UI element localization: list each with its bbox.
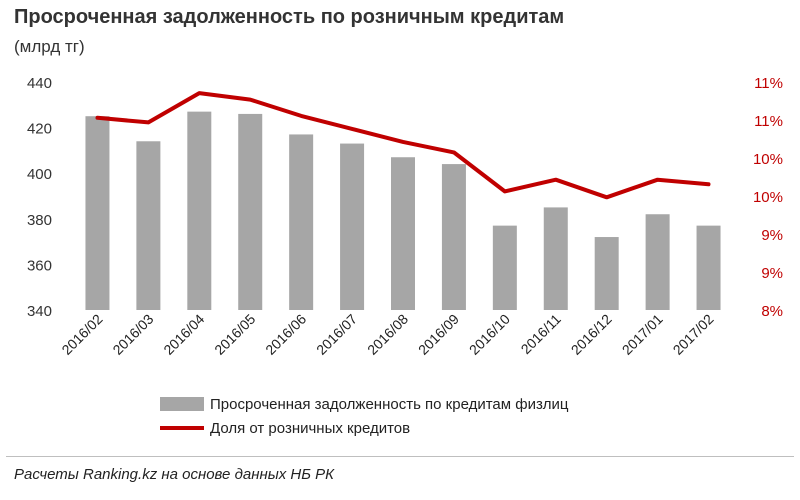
x-axis-tick-label: 2016/05 [211,311,258,358]
bar [85,116,110,310]
bar [136,141,161,310]
bar [645,214,670,310]
bar [543,207,568,310]
right-axis-tick-label: 9% [761,227,783,244]
legend-bar-label: Просроченная задолженность по кредитам ф… [210,395,569,413]
x-axis-tick-label: 2016/11 [518,311,565,358]
bar [289,134,314,310]
bar [441,164,466,310]
source-note: Расчеты Ranking.kz на основе данных НБ Р… [14,466,335,483]
bar [594,237,619,310]
bar [492,225,517,310]
bar [340,143,365,310]
x-axis-tick-label: 2016/09 [415,311,462,358]
right-axis-tick-label: 11% [754,113,783,130]
chart-area: 340 360 380 400 420 440 8% 9% 9% 10% 10% 11% 11% 20… [27,75,783,358]
right-axis-tick-label: 9% [761,265,783,282]
x-axis-tick-label: 2016/04 [160,311,207,358]
right-axis-tick-label: 8% [761,303,783,320]
x-axis-tick-label: 2017/01 [619,311,666,358]
x-axis-tick-label: 2016/10 [466,311,513,358]
legend-line-label: Доля от розничных кредитов [210,419,411,437]
right-axis-tick-label: 11% [754,75,783,92]
chart-subtitle: (млрд тг) [14,37,85,56]
right-axis-tick-label: 10% [753,151,783,168]
bar [238,113,263,310]
x-axis-tick-label: 2016/02 [58,311,105,358]
legend-item-bars: Просроченная задолженность по кредитам ф… [160,392,568,416]
legend-line-swatch [160,426,204,430]
bar [187,111,212,310]
left-axis-tick-label: 420 [27,121,52,138]
legend: Просроченная задолженность по кредитам ф… [160,392,568,440]
left-axis-tick-label: 400 [27,166,52,183]
chart-title: Просроченная задолженность по розничным … [14,6,565,28]
x-axis-tick-label: 2016/03 [109,311,156,358]
bar [391,157,415,310]
left-axis-tick-label: 440 [27,75,52,92]
legend-bar-swatch [160,397,204,411]
x-axis-tick-label: 2017/02 [670,311,717,358]
bar [696,225,721,310]
left-axis-tick-label: 340 [27,303,52,320]
x-axis-tick-label: 2016/06 [262,311,309,358]
left-axis-tick-label: 380 [27,212,52,229]
right-axis-tick-label: 10% [753,189,783,206]
x-axis-tick-label: 2016/08 [364,311,411,358]
left-axis-tick-label: 360 [27,257,52,274]
x-axis-tick-label: 2016/07 [313,311,360,358]
legend-item-line: Доля от розничных кредитов [160,416,568,440]
x-axis-tick-label: 2016/12 [568,311,615,358]
footer-divider [6,456,794,457]
